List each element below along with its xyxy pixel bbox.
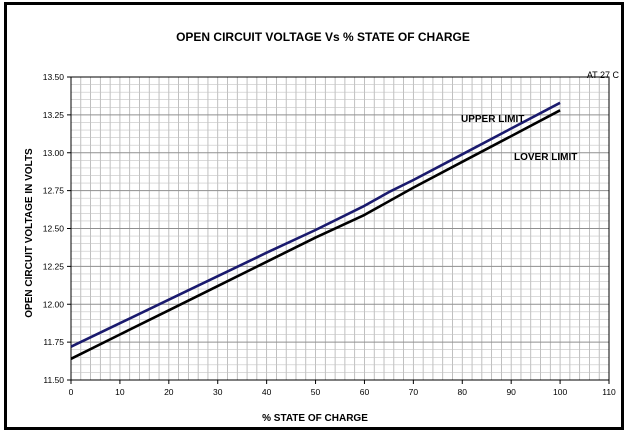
lower-limit-line (70, 109, 561, 360)
y-tick-label: 12.25 (43, 261, 65, 271)
y-tick-label: 11.50 (43, 375, 64, 385)
lower-limit-label: LOVER LIMIT (514, 152, 577, 163)
x-tick-label: 100 (553, 387, 567, 397)
x-tick-label: 30 (213, 387, 223, 397)
chart-frame: OPEN CIRCUIT VOLTAGE Vs % STATE OF CHARG… (4, 2, 624, 430)
x-tick-label: 60 (360, 387, 370, 397)
x-tick-label: 20 (164, 387, 174, 397)
x-tick-label: 40 (262, 387, 272, 397)
x-tick-label: 10 (115, 387, 125, 397)
x-tick-label: 110 (602, 387, 616, 397)
y-tick-label: 12.50 (43, 224, 65, 234)
upper-limit-line (70, 101, 561, 348)
x-tick-label: 50 (311, 387, 321, 397)
x-axis-label: % STATE OF CHARGE (262, 413, 368, 424)
y-tick-label: 13.25 (43, 110, 65, 120)
series-lines (70, 101, 561, 360)
chart-title: OPEN CIRCUIT VOLTAGE Vs % STATE OF CHARG… (176, 30, 470, 44)
y-axis-ticks: 13.50 13.25 13.00 12.75 12.50 12.25 12.00 11.75… (43, 72, 71, 385)
x-axis-ticks: 0 10 20 30 40 50 60 70 80 90 100 110 (69, 380, 616, 397)
y-tick-label: 11.75 (43, 337, 64, 347)
x-tick-label: 70 (409, 387, 419, 397)
temperature-annotation: AT 27 C (587, 70, 620, 80)
y-tick-label: 12.75 (43, 186, 65, 196)
x-tick-label: 90 (506, 387, 516, 397)
y-tick-label: 12.00 (43, 299, 65, 309)
y-axis-label: OPEN CIRCUIT VOLTAGE IN VOLTS (24, 148, 35, 318)
grid (71, 77, 609, 380)
x-tick-label: 0 (69, 387, 74, 397)
y-tick-label: 13.00 (43, 148, 65, 158)
chart-svg: OPEN CIRCUIT VOLTAGE Vs % STATE OF CHARG… (24, 30, 620, 424)
x-tick-label: 80 (458, 387, 468, 397)
y-tick-label: 13.50 (43, 72, 65, 82)
upper-limit-label: UPPER LIMIT (461, 114, 524, 125)
